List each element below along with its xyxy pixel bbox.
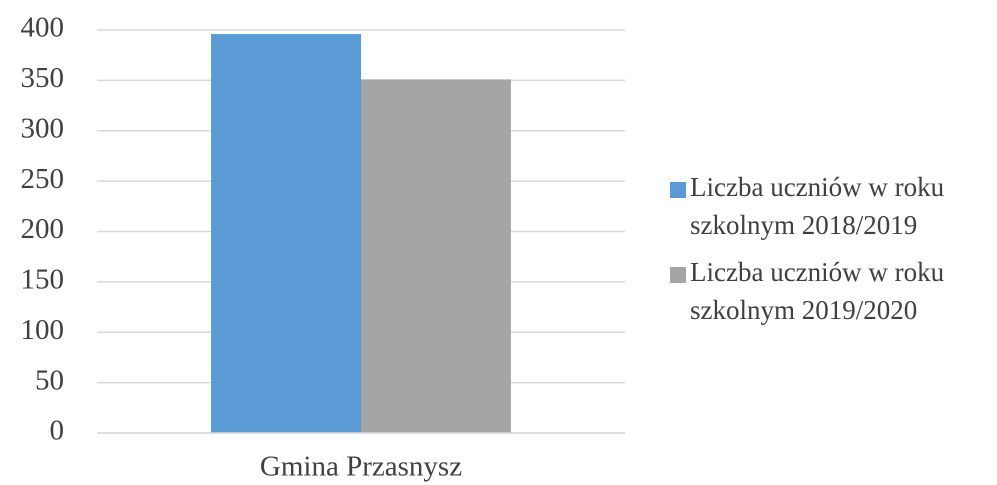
y-tick-label: 400 <box>21 12 65 44</box>
y-tick-label: 200 <box>21 213 65 245</box>
y-tick-label: 300 <box>21 112 65 144</box>
y-tick-label: 250 <box>21 163 65 195</box>
legend-label: Liczba uczniów w roku szkolnym 2019/2020 <box>690 257 945 325</box>
legend-label: Liczba uczniów w roku szkolnym 2018/2019 <box>690 172 945 240</box>
y-tick-label: 150 <box>21 264 65 296</box>
x-tick-label: Gmina Przasnysz <box>260 451 462 483</box>
bar <box>361 79 511 434</box>
y-tick-label: 0 <box>50 415 65 447</box>
bar <box>211 34 361 433</box>
y-tick-label: 350 <box>21 62 65 94</box>
y-tick-label: 100 <box>21 314 65 346</box>
legend-swatch <box>670 182 686 198</box>
y-tick-label: 50 <box>35 364 64 396</box>
legend-swatch <box>670 267 686 283</box>
